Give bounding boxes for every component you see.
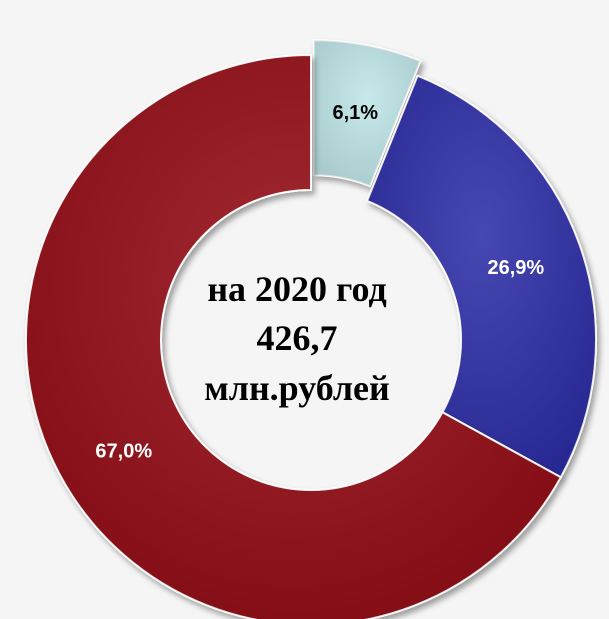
slice-2-label: 26,9%	[488, 257, 545, 279]
center-title: на 2020 год	[207, 269, 386, 309]
slice-1-sheen	[313, 40, 421, 187]
slices-layer	[25, 39, 597, 619]
center-unit: млн.рублей	[204, 368, 390, 408]
slice-2	[365, 74, 597, 479]
center-amount: 426,7	[257, 318, 338, 358]
slice-3	[25, 53, 563, 619]
slice-3-label: 67,0%	[95, 441, 152, 463]
center-label: на 2020 год 426,7 млн.рублей	[204, 269, 390, 408]
slice-3-sheen	[26, 55, 561, 619]
labels-layer: 6,1% 26,9% 67,0%	[95, 102, 544, 463]
slice-1	[312, 39, 422, 188]
slice-2-sheen	[367, 75, 596, 478]
slice-1-label: 6,1%	[332, 102, 378, 124]
